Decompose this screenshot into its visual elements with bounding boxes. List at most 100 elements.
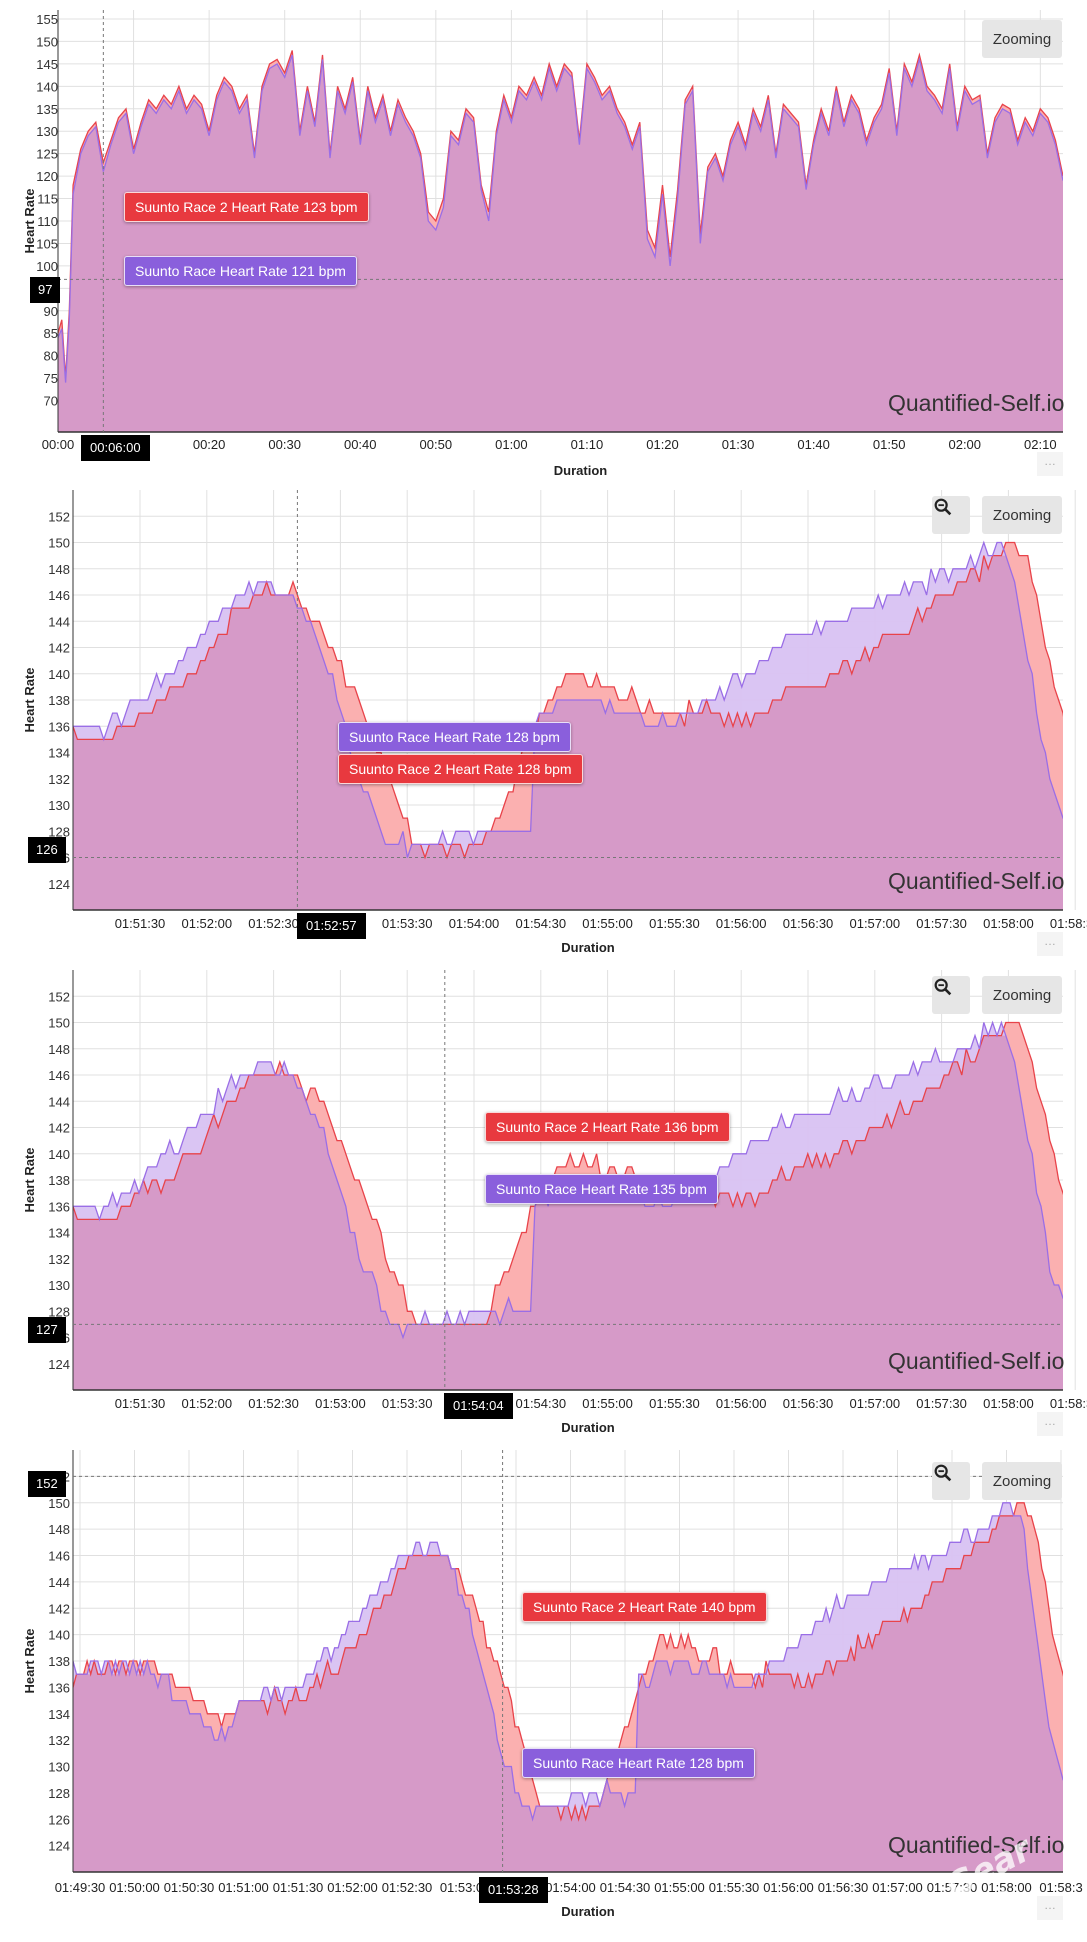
y-tick-label: 152 (48, 509, 70, 524)
tooltip-red: Suunto Race 2 Heart Rate 123 bpm (124, 192, 369, 222)
x-tick-label: 01:55:00 (654, 1880, 705, 1895)
x-tick-label: 01:56:30 (783, 1396, 834, 1411)
x-tick-label: 01:54:30 (515, 916, 566, 931)
x-tick-label: 01:58:00 (983, 1396, 1034, 1411)
plot-area (73, 1502, 1063, 1872)
y-tick-label: 150 (48, 1496, 70, 1511)
y-tick-label: 130 (36, 124, 58, 139)
x-tick-label: 00:40 (344, 437, 377, 452)
y-tick-label: 124 (48, 877, 70, 892)
x-tick-label: 01:57:30 (927, 1880, 978, 1895)
y-tick-label: 132 (48, 772, 70, 787)
x-tick-label: 01:51:00 (218, 1880, 269, 1895)
x-tick-label: 01:58:00 (981, 1880, 1032, 1895)
y-tick-label: 140 (48, 1147, 70, 1162)
y-tick-label: 152 (48, 989, 70, 1004)
x-tick-label: 01:54:00 (545, 1880, 596, 1895)
crosshair-x-label: 01:53:28 (479, 1877, 548, 1903)
y-tick-label: 144 (48, 614, 70, 629)
y-tick-label: 130 (48, 1278, 70, 1293)
y-tick-label: 140 (48, 1628, 70, 1643)
area-overlap (58, 54, 1063, 432)
x-tick-label: 01:57:00 (849, 1396, 900, 1411)
x-tick-label: 02:10 (1024, 437, 1057, 452)
chart-panel-4: 124 126 128 130 132 134 136 138 140 142 144 146 148 1… (0, 1440, 1087, 1942)
x-tick-label: 01:52:30 (248, 916, 299, 931)
chart-svg-3[interactable]: 1241261281301321341361381401421441461481… (0, 960, 1087, 1440)
x-tick-label: 01:56:00 (716, 916, 767, 931)
y-tick-label: 150 (48, 536, 70, 551)
plot-area (73, 540, 1063, 910)
y-tick-label: 146 (48, 1549, 70, 1564)
crosshair-y-label: 127 (28, 1317, 66, 1343)
zoom-reset-icon[interactable] (932, 1462, 970, 1500)
zoom-reset-icon[interactable] (932, 976, 970, 1014)
x-tick-label: 01:20 (646, 437, 679, 452)
y-tick-label: 100 (36, 259, 58, 274)
x-tick-label: 01:54:00 (449, 916, 500, 931)
x-tick-label: 01:55:00 (582, 916, 633, 931)
y-axis-title: Heart Rate (22, 1147, 37, 1212)
x-tick-label: 01:56:00 (763, 1880, 814, 1895)
x-tick-label: 00:20 (193, 437, 226, 452)
x-tick-label: 00:00 (42, 437, 75, 452)
x-tick-label: 02:00 (948, 437, 981, 452)
crosshair-x-label: 01:52:57 (297, 913, 366, 939)
zooming-button[interactable]: Zooming (982, 496, 1062, 534)
y-axis-title: Heart Rate (22, 1628, 37, 1693)
y-tick-label: 128 (48, 824, 70, 839)
y-tick-label: 140 (36, 79, 58, 94)
zooming-button[interactable]: Zooming (982, 1462, 1062, 1500)
more-menu-icon[interactable]: … (1037, 932, 1063, 956)
y-tick-label: 128 (48, 1786, 70, 1801)
tooltip-purple: Suunto Race Heart Rate 128 bpm (522, 1748, 755, 1778)
tooltip-purple: Suunto Race Heart Rate 128 bpm (338, 722, 571, 752)
y-tick-label: 90 (44, 304, 58, 319)
x-tick-label: 01:52:00 (181, 1396, 232, 1411)
y-tick-label: 132 (48, 1733, 70, 1748)
y-tick-label: 146 (48, 588, 70, 603)
x-tick-label: 01:58:30 (1050, 916, 1087, 931)
x-tick-label: 01:56:30 (783, 916, 834, 931)
x-tick-label: 01:57:30 (916, 916, 967, 931)
y-tick-label: 148 (48, 1042, 70, 1057)
x-tick-label: 01:53:0 (440, 1880, 483, 1895)
plot-area (73, 1020, 1063, 1390)
x-tick-label: 01:52:30 (382, 1880, 433, 1895)
x-axis-title: Duration (554, 463, 608, 478)
y-tick-label: 142 (48, 1121, 70, 1136)
line-suunto-race-2 (73, 1021, 1063, 1326)
x-tick-label: 01:51:30 (273, 1880, 324, 1895)
y-tick-label: 130 (48, 1760, 70, 1775)
tooltip-red: Suunto Race 2 Heart Rate 136 bpm (485, 1112, 730, 1142)
x-tick-label: 01:50:00 (109, 1880, 160, 1895)
x-tick-label: 01:49:30 (55, 1880, 106, 1895)
crosshair-y-label: 97 (30, 277, 61, 303)
crosshair-x-label: 00:06:00 (81, 435, 150, 461)
x-axis-title: Duration (561, 940, 615, 955)
x-tick-label: 01:56:00 (716, 1396, 767, 1411)
zooming-button[interactable]: Zooming (982, 20, 1062, 58)
area-overlap (73, 1515, 1063, 1872)
zooming-button[interactable]: Zooming (982, 976, 1062, 1014)
zoom-reset-icon[interactable] (932, 496, 970, 534)
y-tick-label: 126 (48, 1812, 70, 1827)
y-tick-label: 144 (48, 1575, 70, 1590)
more-menu-icon[interactable]: … (1037, 452, 1063, 476)
line-suunto-race (58, 54, 1063, 383)
y-tick-label: 128 (48, 1304, 70, 1319)
y-tick-label: 80 (44, 349, 58, 364)
x-tick-label: 01:58:00 (983, 916, 1034, 931)
x-tick-label: 01:52:30 (248, 1396, 299, 1411)
more-menu-icon[interactable]: … (1037, 1896, 1063, 1920)
tooltip-red: Suunto Race 2 Heart Rate 128 bpm (338, 754, 583, 784)
y-tick-label: 148 (48, 1522, 70, 1537)
x-tick-label: 00:50 (420, 437, 453, 452)
line-suunto-race (73, 1502, 1063, 1822)
y-tick-label: 138 (48, 1654, 70, 1669)
line-suunto-race (73, 540, 1063, 858)
x-tick-label: 01:54:30 (600, 1880, 651, 1895)
more-menu-icon[interactable]: … (1037, 1412, 1063, 1436)
chart-svg-1[interactable]: 7075808590951001051101151201251301351401… (0, 0, 1087, 480)
y-axis-title: Heart Rate (22, 667, 37, 732)
